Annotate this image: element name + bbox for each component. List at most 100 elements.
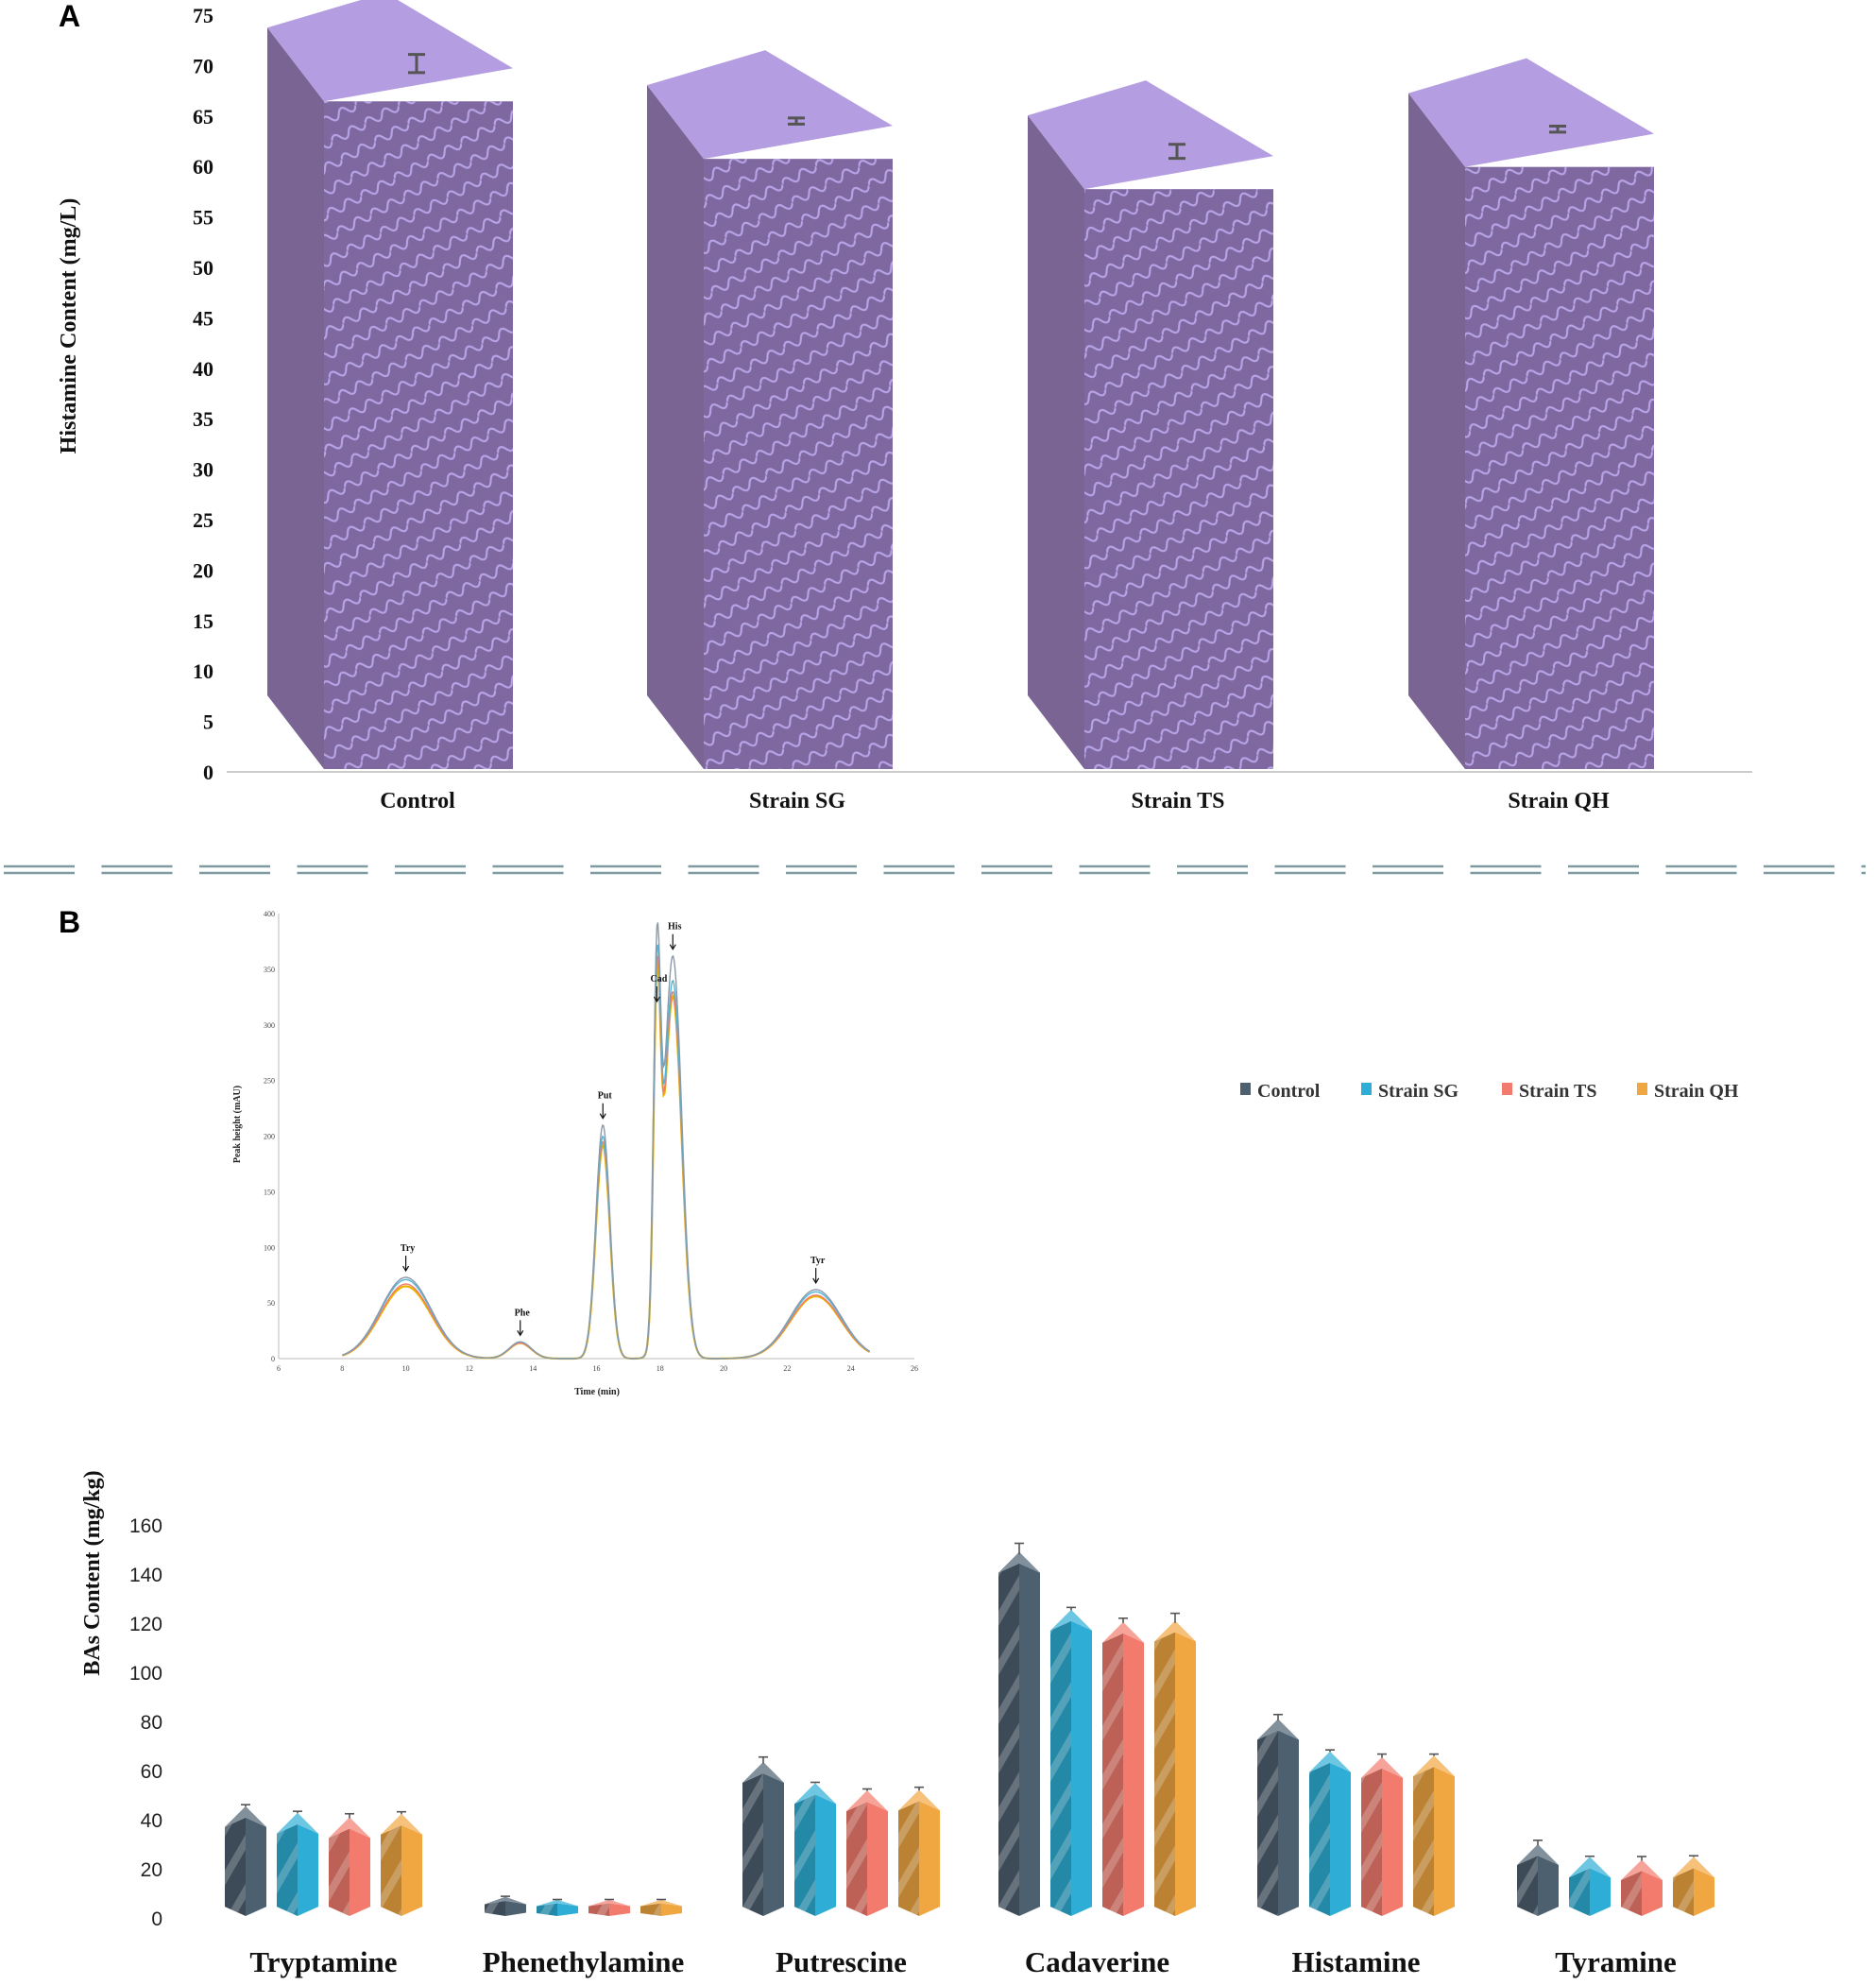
legend-label-strain-ts: Strain TS [1519, 1081, 1596, 1102]
inset-peak-tyr: Tyr [810, 1256, 826, 1285]
b-bar-cap [742, 1761, 784, 1783]
b-bar-stripes [277, 1823, 298, 1916]
b-group-histamine [1257, 1713, 1455, 1916]
b-bar-cadaverine-control [998, 1542, 1040, 1916]
inset-x-tick-label: 10 [402, 1364, 410, 1373]
inset-x-axis-title: Time (min) [574, 1387, 620, 1397]
a-error-bar [788, 116, 805, 126]
a-y-tick-label: 75 [193, 4, 213, 27]
inset-x-tick-label: 22 [783, 1364, 791, 1373]
b-bar-tyramine-control [1517, 1840, 1559, 1916]
b-bar-tyramine-strain-qh [1673, 1855, 1714, 1916]
b-y-tick-label: 40 [141, 1810, 162, 1832]
a-bar-top [1408, 58, 1654, 167]
legend-label-control: Control [1257, 1081, 1321, 1102]
b-bar-stripes [1257, 1730, 1278, 1916]
b-bar-stripes [846, 1802, 867, 1916]
b-bar-cap [329, 1817, 370, 1839]
b-bar-cap [1569, 1857, 1611, 1878]
b-bar-right-face [1278, 1730, 1299, 1916]
inset-series-line [342, 922, 870, 1360]
b-bar-putrescine-strain-ts [846, 1788, 888, 1916]
b-bar-cap [1413, 1755, 1455, 1777]
panel-b-categories: Tryptamine Phenethylamine Putrescine Cadave… [249, 1945, 1676, 1978]
b-bar-right-face [1642, 1871, 1663, 1916]
a-bar-pattern [324, 101, 513, 770]
a-y-tick-label: 45 [193, 306, 213, 330]
inset-x-tick-label: 24 [847, 1364, 855, 1373]
b-error-bar [397, 1810, 406, 1815]
b-group-tryptamine [225, 1804, 422, 1916]
b-bar-right-face [350, 1828, 370, 1916]
a-bar-strain-sg [647, 50, 893, 769]
inset-x-tick-label: 16 [593, 1364, 601, 1373]
a-bar-strain-qh [1408, 58, 1654, 769]
inset-x-tick-label: 14 [529, 1364, 537, 1373]
legend: Control Strain SG Strain TS Strain QH [1240, 1081, 1739, 1102]
inset-y-tick-label: 250 [264, 1077, 275, 1086]
a-category-label-control: Control [380, 789, 455, 813]
b-bar-putrescine-strain-sg [794, 1781, 836, 1916]
b-category-label-putrescine: Putrescine [776, 1945, 907, 1978]
b-bar-cadaverine-strain-qh [1154, 1612, 1196, 1916]
b-category-label-phenethylamine: Phenethylamine [483, 1945, 685, 1978]
a-bar-strain-ts [1028, 80, 1273, 770]
a-y-tick-label: 60 [193, 155, 213, 179]
b-error-bar [1533, 1840, 1543, 1846]
b-bar-stripes [1621, 1871, 1642, 1916]
inset-y-tick-label: 200 [264, 1133, 275, 1141]
inset-peak-his: His [668, 922, 682, 950]
b-y-tick-label: 80 [141, 1712, 162, 1734]
a-bar-top [267, 0, 513, 102]
b-category-label-cadaverine: Cadaverine [1025, 1945, 1169, 1978]
panel-separator [4, 864, 1866, 875]
panel-a-y-axis-title: Histamine Content (mg/L) [57, 198, 81, 454]
legend-item-strain-qh: Strain QH [1637, 1081, 1739, 1102]
b-bar-cap [1621, 1859, 1663, 1880]
b-bar-stripes [225, 1817, 246, 1916]
inset-chromatogram: Peak height (mAU) Time (min) 0 50 100 150 20… [232, 910, 918, 1397]
legend-swatch-strain-ts [1502, 1083, 1512, 1095]
inset-peak-label: Cad [651, 974, 668, 984]
b-bar-right-face [1123, 1633, 1144, 1916]
b-error-bar [1325, 1749, 1335, 1753]
inset-x-tick-label: 26 [911, 1364, 918, 1373]
b-bar-stripes [640, 1903, 661, 1916]
b-error-bar [810, 1781, 820, 1784]
b-y-tick-label: 20 [141, 1859, 162, 1881]
b-bar-putrescine-strain-qh [898, 1786, 940, 1916]
b-bar-putrescine-control [742, 1755, 784, 1916]
b-bar-histamine-strain-sg [1309, 1749, 1351, 1916]
b-bar-right-face [609, 1903, 630, 1916]
b-bar-stripes [794, 1794, 815, 1916]
b-y-tick-label: 60 [141, 1761, 162, 1783]
b-bar-right-face [298, 1823, 318, 1916]
b-bar-stripes [588, 1903, 609, 1916]
b-bar-stripes [898, 1801, 919, 1916]
b-error-bar [501, 1895, 510, 1897]
b-bar-phenethylamine-strain-qh [640, 1898, 682, 1916]
b-bar-right-face [557, 1903, 578, 1916]
a-y-tick-label: 25 [193, 508, 213, 532]
legend-item-strain-ts: Strain TS [1502, 1081, 1596, 1102]
inset-y-tick-label: 50 [267, 1299, 275, 1308]
legend-label-strain-sg: Strain SG [1378, 1081, 1458, 1102]
b-y-tick-label: 140 [129, 1565, 162, 1586]
inset-peak-label: His [668, 922, 682, 933]
b-bar-right-face [763, 1773, 784, 1916]
b-bar-right-face [1694, 1868, 1714, 1916]
a-y-tick-label: 40 [193, 357, 213, 381]
a-y-tick-label: 35 [193, 407, 213, 431]
inset-peak-arrowhead [812, 1277, 820, 1285]
b-bar-cadaverine-strain-ts [1102, 1617, 1144, 1916]
b-bar-stripes [1413, 1767, 1434, 1916]
b-error-bar [914, 1786, 924, 1791]
inset-x-tick-label: 6 [277, 1364, 281, 1373]
b-bar-right-face [1538, 1856, 1559, 1916]
b-bar-right-face [246, 1817, 266, 1916]
b-bar-stripes [381, 1824, 401, 1916]
b-error-bar [1118, 1617, 1128, 1623]
b-bar-right-face [867, 1802, 888, 1916]
b-bar-tryptamine-strain-qh [381, 1810, 422, 1916]
b-error-bar [293, 1810, 302, 1814]
